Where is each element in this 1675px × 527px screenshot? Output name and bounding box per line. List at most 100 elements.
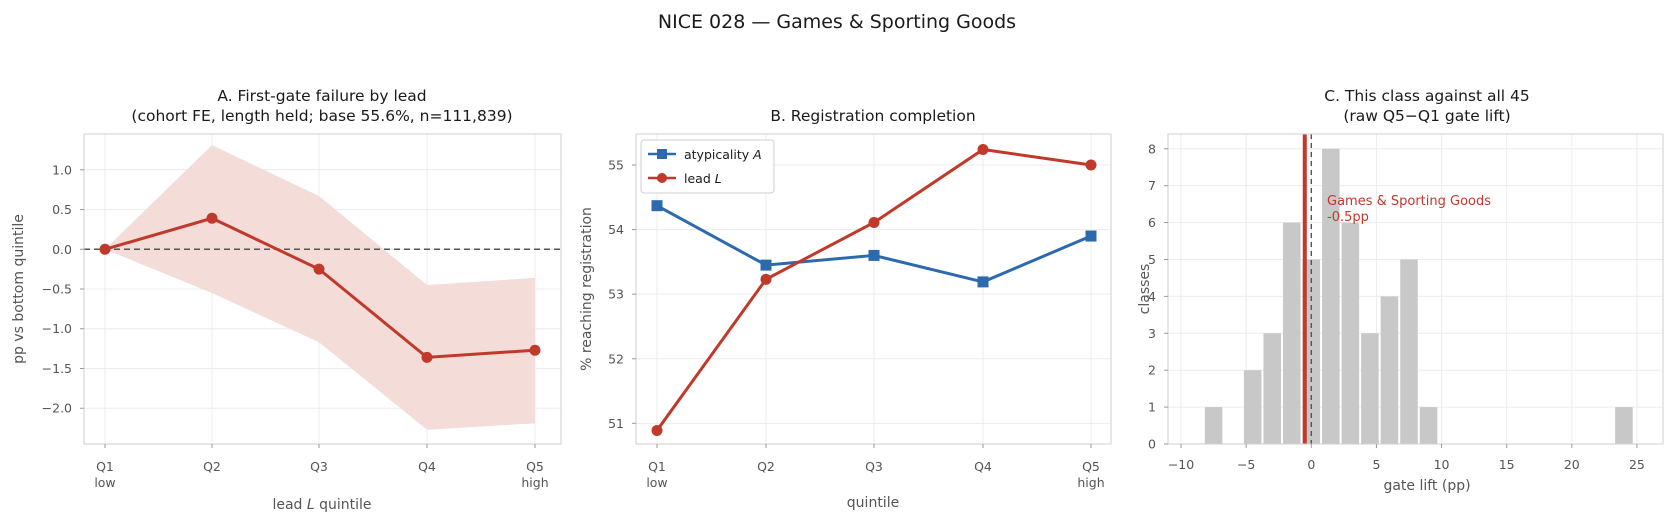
- panel-b-title: B. Registration completion: [770, 107, 975, 125]
- panel-a-xlabel-prefix: lead: [272, 497, 306, 513]
- lead-point: [760, 273, 772, 285]
- x-tick-label: 25: [1629, 457, 1645, 472]
- histogram-bar: [1400, 259, 1418, 444]
- x-tick-label: −5: [1237, 457, 1255, 472]
- x-tick-label: Q3: [310, 459, 328, 474]
- x-tick-label: Q1: [648, 459, 666, 474]
- panel-a-title-line2: (cohort FE, length held; base 55.6%, n=1…: [131, 107, 512, 125]
- histogram-bar: [1361, 333, 1379, 444]
- atypicality-point: [760, 259, 772, 271]
- y-tick-label: 7: [1148, 178, 1156, 193]
- x-tick-label: 20: [1564, 457, 1580, 472]
- panel-b-ylabel: % reaching registration: [579, 207, 595, 371]
- panel-a-xlabel-suffix: quintile: [315, 497, 372, 513]
- y-tick-label: 53: [608, 287, 624, 302]
- atypicality-point: [651, 200, 663, 212]
- x-tick-sublabel: low: [646, 475, 667, 490]
- panel-a-xlabel: lead L quintile: [272, 497, 371, 513]
- panel-b-yticks: 51 52 53 54 55: [608, 158, 636, 431]
- y-tick-label: 51: [608, 416, 624, 431]
- histogram-bar: [1615, 407, 1633, 444]
- lead-point: [421, 351, 433, 363]
- y-tick-label: 4: [1148, 289, 1156, 304]
- lead-point: [651, 424, 663, 436]
- legend-label-atypicality-var: A: [752, 147, 762, 162]
- panel-c-xticks: −10 −5 0 5 10 15 20 25: [1168, 444, 1645, 472]
- panel-c-yticks: 0 1 2 3 4 5 6 7 8: [1148, 141, 1168, 452]
- x-tick-label: Q2: [203, 459, 221, 474]
- lead-point: [977, 144, 989, 155]
- x-tick-sublabel: high: [521, 475, 548, 490]
- panel-b-legend: atypicality A lead L: [640, 139, 775, 194]
- lead-point: [206, 212, 218, 224]
- ci-band: [105, 145, 535, 430]
- x-tick-label: Q2: [757, 459, 775, 474]
- panel-c-ylabel: classes: [1137, 264, 1153, 315]
- y-tick-label: 8: [1148, 141, 1156, 156]
- panel-c: C. This class against all 45 (raw Q5−Q1 …: [1137, 87, 1664, 494]
- x-tick-label: Q4: [418, 459, 436, 474]
- x-tick-label: Q5: [526, 459, 544, 474]
- y-tick-label: 1: [1148, 400, 1156, 415]
- panel-c-annotation-class: Games & Sporting Goods: [1327, 194, 1491, 209]
- panel-b-xlabel: quintile: [847, 495, 899, 511]
- x-tick-label: 15: [1499, 457, 1515, 472]
- panel-c-xlabel: gate lift (pp): [1383, 478, 1470, 494]
- x-tick-label: Q4: [974, 459, 992, 474]
- panel-c-title-line1: C. This class against all 45: [1324, 87, 1530, 105]
- legend-marker-circle: [657, 173, 667, 183]
- y-tick-label: 0: [1148, 437, 1156, 452]
- y-tick-label: −1.5: [42, 361, 72, 376]
- legend-label-lead: lead L: [684, 171, 722, 186]
- histogram-bar: [1263, 333, 1281, 444]
- panel-a-yticks: 1.0 0.5 0.0 −0.5 −1.0 −1.5 −2.0: [42, 162, 84, 416]
- panel-a-ci-band: [105, 145, 535, 430]
- legend-label-lead-name: lead: [684, 171, 715, 186]
- panel-c-frame: [1167, 133, 1664, 445]
- y-tick-label: 55: [608, 158, 624, 173]
- lead-point: [529, 344, 541, 356]
- panel-c-markers: [1302, 134, 1312, 444]
- panel-a-series: [99, 212, 541, 363]
- lead-point: [1085, 159, 1097, 171]
- panel-c-bars: [1204, 148, 1633, 444]
- histogram-bar: [1322, 148, 1340, 444]
- panel-a: A. First-gate failure by lead (cohort FE…: [11, 87, 562, 513]
- atypicality-point: [1085, 230, 1097, 242]
- figure-title: NICE 028 — Games & Sporting Goods: [658, 11, 1016, 33]
- x-tick-label: 5: [1372, 457, 1380, 472]
- lead-point: [99, 243, 111, 255]
- legend-label-atypicality-name: atypicality: [684, 147, 753, 162]
- y-tick-label: 0.0: [52, 242, 72, 257]
- panel-b-series: [651, 144, 1097, 436]
- y-tick-label: 5: [1148, 252, 1156, 267]
- x-tick-label: Q3: [865, 459, 883, 474]
- x-tick-sublabel: high: [1077, 475, 1104, 490]
- y-tick-label: 3: [1148, 326, 1156, 341]
- histogram-bar: [1380, 296, 1399, 444]
- x-tick-label: 10: [1434, 457, 1450, 472]
- panel-a-ylabel: pp vs bottom quintile: [11, 214, 27, 364]
- panel-c-annotation-value: -0.5pp: [1327, 210, 1369, 225]
- y-tick-label: 54: [608, 222, 624, 237]
- histogram-bar: [1282, 222, 1301, 444]
- y-tick-label: 52: [608, 351, 624, 366]
- legend-marker-square: [657, 149, 667, 159]
- x-tick-sublabel: low: [94, 475, 115, 490]
- x-tick-label: −10: [1168, 457, 1194, 472]
- panel-b-grid: [636, 134, 1111, 444]
- y-tick-label: 6: [1148, 215, 1156, 230]
- panel-c-title-line2: (raw Q5−Q1 gate lift): [1343, 107, 1510, 125]
- y-tick-label: 0.5: [52, 202, 72, 217]
- histogram-bar: [1204, 407, 1223, 444]
- histogram-bar: [1243, 370, 1262, 444]
- y-tick-label: 1.0: [52, 162, 72, 177]
- histogram-bar: [1341, 222, 1360, 444]
- y-tick-label: −0.5: [42, 282, 72, 297]
- y-tick-label: 2: [1148, 363, 1156, 378]
- legend-label-lead-var: L: [715, 171, 722, 186]
